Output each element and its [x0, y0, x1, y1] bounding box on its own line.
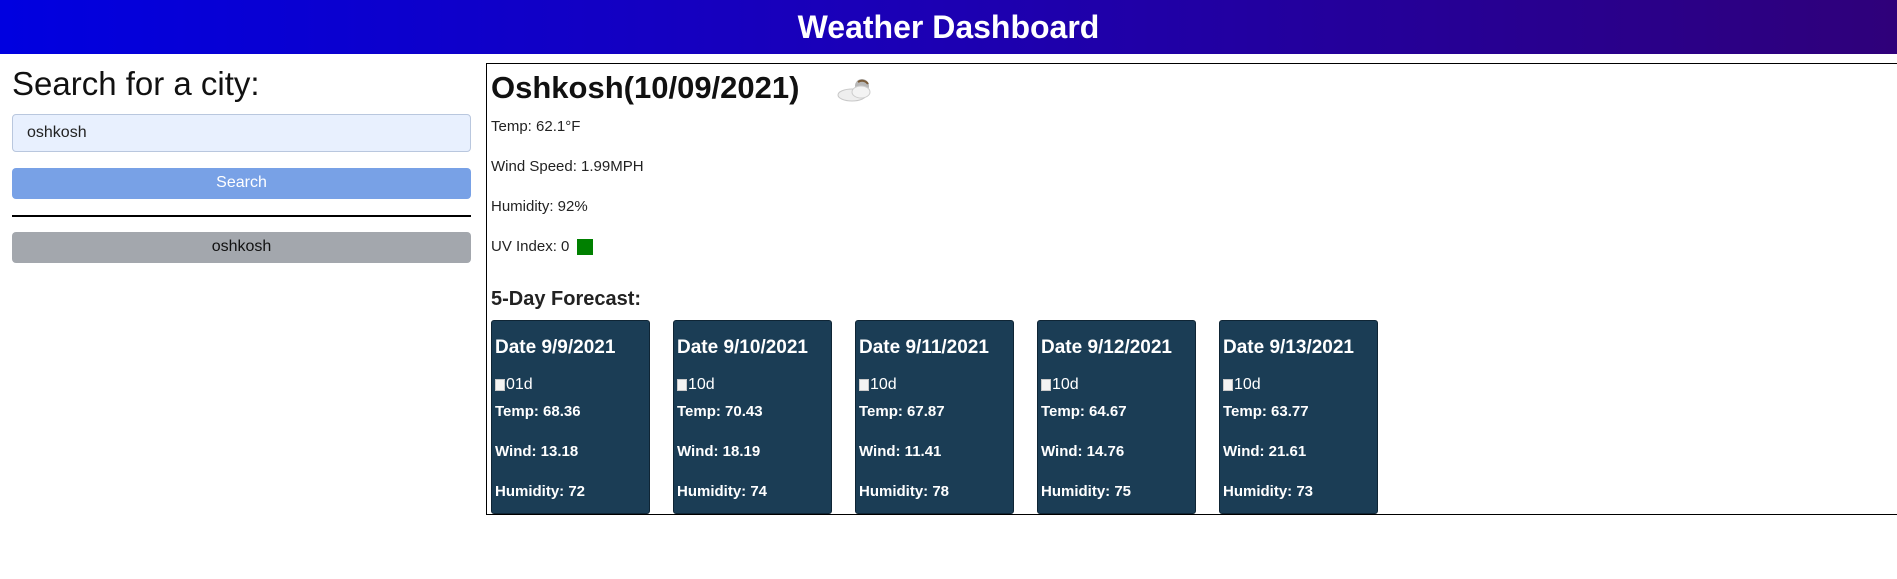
- forecast-broken-image-icon: 10d: [1223, 376, 1261, 394]
- forecast-humidity: Humidity: 74: [677, 483, 768, 500]
- current-uv-index: UV Index: 0: [491, 238, 594, 255]
- uv-index-label: UV Index: 0: [491, 238, 570, 255]
- forecast-humidity: Humidity: 78: [859, 483, 950, 500]
- forecast-temp: Temp: 63.77: [1223, 403, 1309, 420]
- broken-image-icon: [1041, 379, 1051, 391]
- app-header: Weather Dashboard: [0, 0, 1897, 54]
- search-heading: Search for a city:: [12, 65, 260, 102]
- current-weather-panel: Oshkosh(10/09/2021) Temp: 62.1°F Wind Sp…: [486, 63, 1897, 515]
- forecast-temp: Temp: 70.43: [677, 403, 763, 420]
- history-city-button[interactable]: oshkosh: [12, 231, 471, 263]
- forecast-icon-alt: 10d: [870, 376, 897, 393]
- forecast-humidity: Humidity: 72: [495, 483, 586, 500]
- forecast-temp: Temp: 68.36: [495, 403, 581, 420]
- forecast-date: Date 9/10/2021: [677, 337, 808, 358]
- partly-cloudy-icon: [837, 79, 871, 102]
- forecast-wind: Wind: 11.41: [859, 443, 942, 460]
- forecast-humidity: Humidity: 73: [1223, 483, 1314, 500]
- broken-image-icon: [677, 379, 687, 391]
- sidebar-divider: [12, 214, 471, 217]
- city-name: Oshkosh: [491, 70, 624, 105]
- current-temp: Temp: 62.1°F: [491, 118, 581, 135]
- forecast-icon-alt: 10d: [1052, 376, 1079, 393]
- broken-image-icon: [859, 379, 869, 391]
- forecast-card: Date 9/13/2021 10d Temp: 63.77 Wind: 21.…: [1219, 320, 1378, 514]
- city-search-input[interactable]: [12, 113, 471, 152]
- forecast-date: Date 9/9/2021: [495, 337, 616, 358]
- forecast-wind: Wind: 21.61: [1223, 443, 1307, 460]
- forecast-humidity: Humidity: 75: [1041, 483, 1132, 500]
- forecast-icon-alt: 10d: [1234, 376, 1261, 393]
- current-humidity: Humidity: 92%: [491, 198, 588, 215]
- search-sidebar: Search for a city: Search oshkosh: [12, 64, 471, 263]
- forecast-wind: Wind: 18.19: [677, 443, 761, 460]
- app-title: Weather Dashboard: [797, 8, 1100, 45]
- forecast-temp: Temp: 64.67: [1041, 403, 1127, 420]
- forecast-card: Date 9/9/2021 01d Temp: 68.36 Wind: 13.1…: [491, 320, 650, 514]
- current-date: (10/09/2021): [623, 70, 800, 105]
- forecast-broken-image-icon: 01d: [495, 376, 533, 394]
- forecast-icon-alt: 10d: [688, 376, 715, 393]
- forecast-card: Date 9/11/2021 10d Temp: 67.87 Wind: 11.…: [855, 320, 1014, 514]
- forecast-broken-image-icon: 10d: [677, 376, 715, 394]
- forecast-date: Date 9/12/2021: [1041, 337, 1172, 358]
- forecast-date: Date 9/11/2021: [859, 337, 989, 358]
- forecast-wind: Wind: 13.18: [495, 443, 579, 460]
- uv-index-badge: [577, 238, 594, 255]
- forecast-title: 5-Day Forecast:: [491, 288, 642, 310]
- page-layout: Search for a city: Search oshkosh Oshkos…: [0, 54, 1897, 579]
- city-title: Oshkosh(10/09/2021): [491, 70, 799, 106]
- search-button[interactable]: Search: [12, 167, 471, 199]
- broken-image-icon: [1223, 379, 1233, 391]
- forecast-wind: Wind: 14.76: [1041, 443, 1125, 460]
- forecast-card: Date 9/10/2021 10d Temp: 70.43 Wind: 18.…: [673, 320, 832, 514]
- forecast-card: Date 9/12/2021 10d Temp: 64.67 Wind: 14.…: [1037, 320, 1196, 514]
- broken-image-icon: [495, 379, 505, 391]
- forecast-icon-alt: 01d: [506, 376, 533, 393]
- current-wind-speed: Wind Speed: 1.99MPH: [491, 158, 644, 175]
- forecast-broken-image-icon: 10d: [1041, 376, 1079, 394]
- forecast-date: Date 9/13/2021: [1223, 337, 1354, 358]
- forecast-temp: Temp: 67.87: [859, 403, 945, 420]
- forecast-broken-image-icon: 10d: [859, 376, 897, 394]
